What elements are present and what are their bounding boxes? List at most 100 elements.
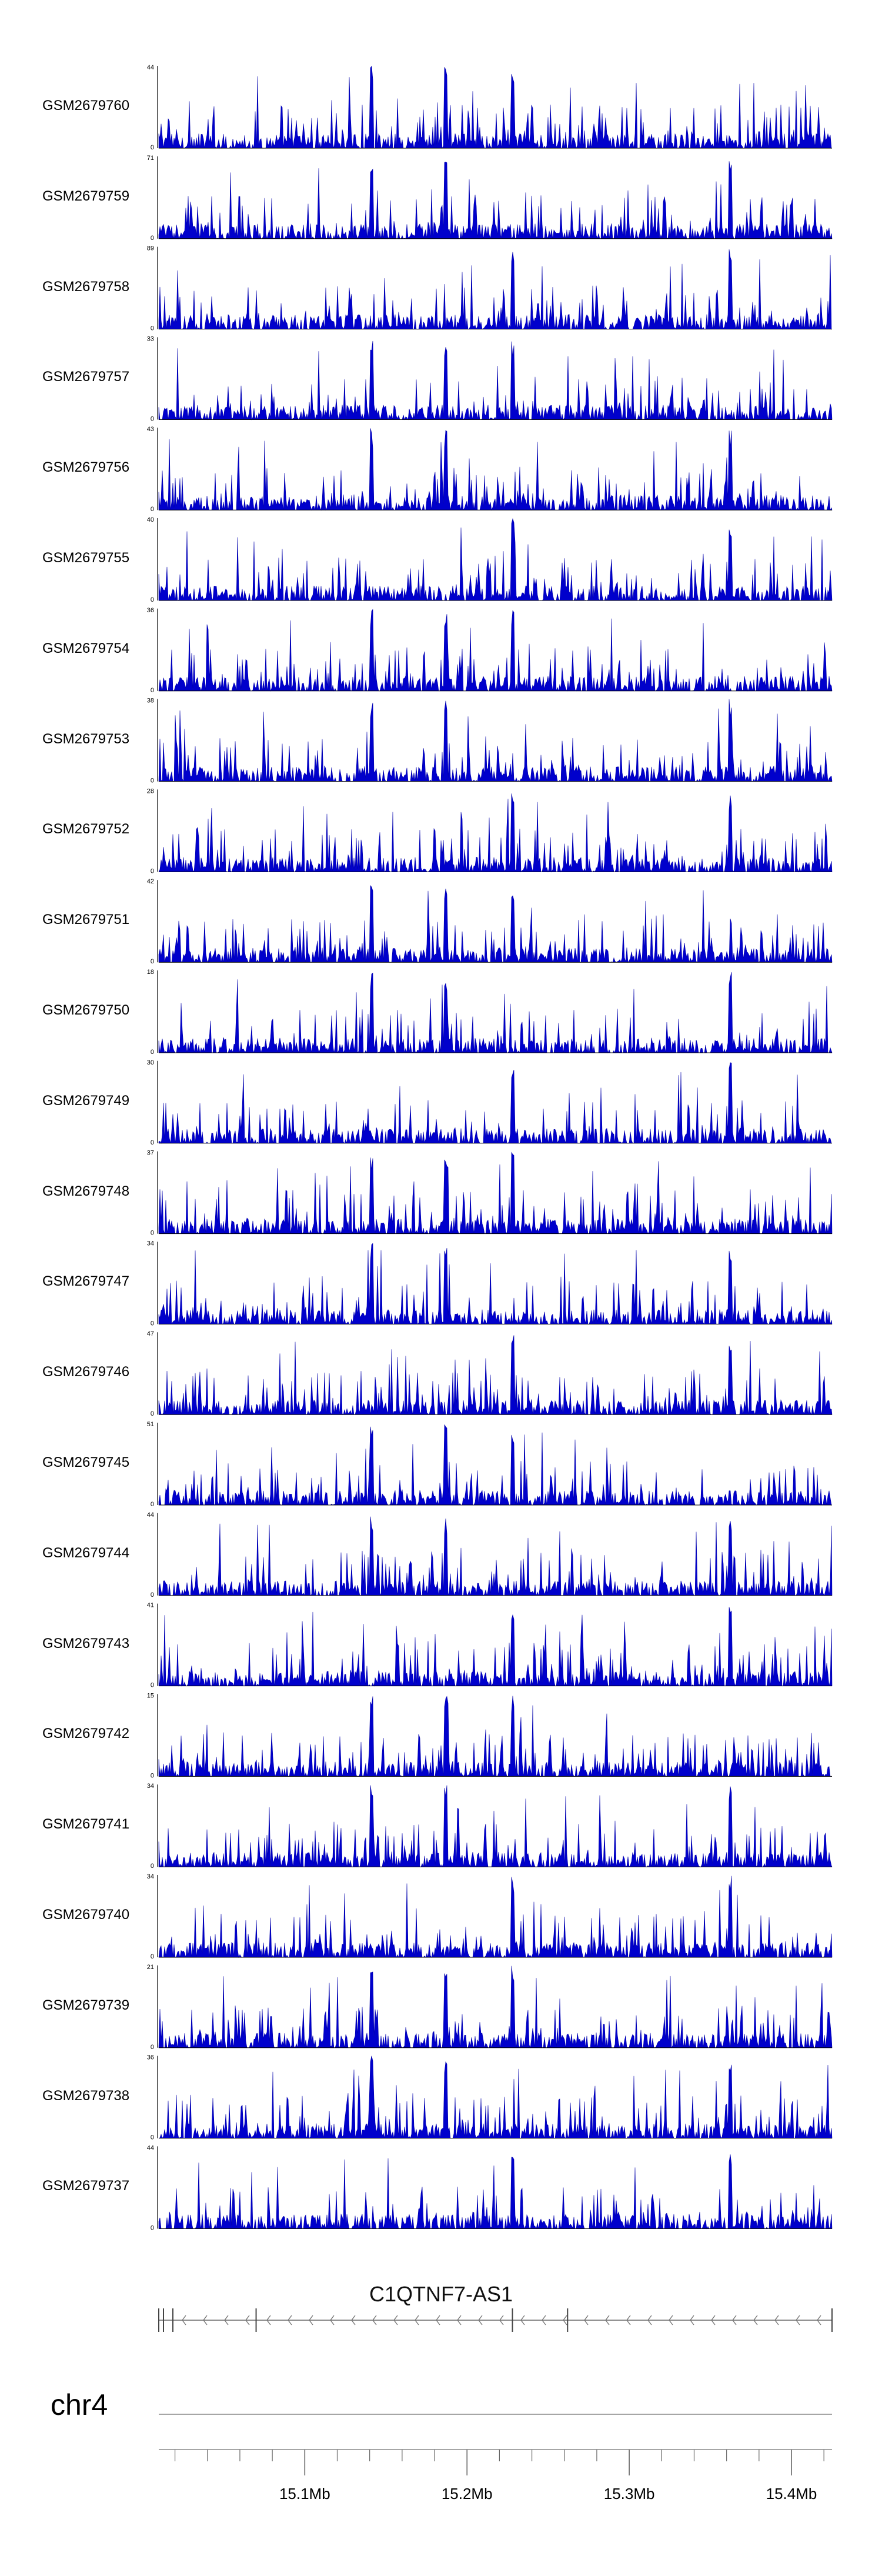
y-max-label: 43 <box>147 426 154 433</box>
y-max-label: 71 <box>147 155 154 162</box>
y-max-label: 44 <box>147 64 154 71</box>
y-min-label: 0 <box>151 1139 154 1146</box>
track-GSM2679756: 43 0 <box>147 426 833 513</box>
track-label-GSM2679749: GSM2679749 <box>42 1092 130 1109</box>
x-tick-label: 15.4Mb <box>766 2485 817 2502</box>
track-GSM2679758: 89 0 <box>147 245 832 332</box>
y-min-label: 0 <box>151 144 154 151</box>
coverage-area <box>158 65 832 149</box>
y-max-label: 18 <box>147 969 154 976</box>
x-tick-label: 15.1Mb <box>279 2485 330 2502</box>
track-label-GSM2679751: GSM2679751 <box>42 912 130 928</box>
track-GSM2679742: 15 0 <box>147 1692 832 1779</box>
strand-arrow <box>732 2315 737 2325</box>
gene-name-label: C1QTNF7-AS1 <box>369 2282 513 2306</box>
track-GSM2679737: 44 0 <box>147 2144 833 2231</box>
y-min-label: 0 <box>151 1953 154 1960</box>
y-max-label: 36 <box>147 607 154 614</box>
strand-arrow <box>584 2315 589 2325</box>
coverage-area <box>158 1696 832 1777</box>
strand-arrow <box>669 2315 673 2325</box>
coverage-area <box>158 1424 832 1506</box>
y-min-label: 0 <box>151 2224 154 2231</box>
coverage-area <box>158 1785 833 1868</box>
coverage-area <box>158 341 833 421</box>
track-label-GSM2679742: GSM2679742 <box>42 1726 130 1742</box>
genomic-axis <box>159 2414 832 2475</box>
y-max-label: 30 <box>147 1059 154 1066</box>
coverage-area <box>158 1966 833 2048</box>
coverage-area <box>158 249 832 330</box>
y-min-label: 0 <box>151 1320 154 1327</box>
strand-arrow <box>245 2315 250 2325</box>
track-label-GSM2679741: GSM2679741 <box>42 1816 130 1833</box>
y-min-label: 0 <box>151 235 154 242</box>
strand-arrow <box>415 2315 419 2325</box>
strand-arrow <box>457 2315 462 2325</box>
strand-arrow <box>626 2315 631 2325</box>
strand-arrow <box>478 2315 483 2325</box>
y-max-label: 34 <box>147 1240 154 1247</box>
track-GSM2679747: 34 0 <box>147 1240 833 1327</box>
strand-arrow <box>182 2315 186 2325</box>
y-max-label: 33 <box>147 335 154 342</box>
coverage-area <box>158 609 833 692</box>
strand-arrow <box>563 2315 567 2325</box>
strand-arrow <box>393 2315 398 2325</box>
y-min-label: 0 <box>151 415 154 422</box>
track-label-GSM2679739: GSM2679739 <box>42 1997 130 2013</box>
track-label-GSM2679754: GSM2679754 <box>42 640 130 656</box>
strand-arrow <box>436 2315 440 2325</box>
track-GSM2679745: 51 0 <box>147 1421 832 1508</box>
track-GSM2679750: 18 0 <box>147 969 833 1056</box>
track-label-GSM2679745: GSM2679745 <box>42 1454 130 1470</box>
y-max-label: 37 <box>147 1150 154 1157</box>
track-label-GSM2679757: GSM2679757 <box>42 369 130 385</box>
track-GSM2679759: 71 0 <box>147 155 833 242</box>
track-GSM2679757: 33 0 <box>147 335 833 422</box>
y-min-label: 0 <box>151 1772 154 1779</box>
coverage-area <box>158 1516 833 1596</box>
y-max-label: 36 <box>147 2054 154 2061</box>
strand-arrow <box>330 2315 335 2325</box>
strand-arrow <box>711 2315 716 2325</box>
strand-arrow <box>499 2315 504 2325</box>
coverage-area <box>158 793 833 873</box>
coverage-area <box>158 1152 833 1234</box>
y-min-label: 0 <box>151 1501 154 1508</box>
track-GSM2679760: 44 0 <box>147 64 832 151</box>
coverage-area <box>158 1607 833 1687</box>
track-label-GSM2679756: GSM2679756 <box>42 459 130 476</box>
y-max-label: 51 <box>147 1421 154 1428</box>
track-label-GSM2679752: GSM2679752 <box>42 821 130 837</box>
coverage-area <box>158 518 833 602</box>
track-GSM2679740: 34 0 <box>147 1873 833 1960</box>
y-min-label: 0 <box>151 1230 154 1237</box>
strand-arrow <box>309 2315 313 2325</box>
y-min-label: 0 <box>151 1049 154 1056</box>
track-label-GSM2679747: GSM2679747 <box>42 1273 130 1290</box>
y-min-label: 0 <box>151 867 154 875</box>
y-max-label: 28 <box>147 788 154 795</box>
y-min-label: 0 <box>151 687 154 694</box>
y-min-label: 0 <box>151 1863 154 1870</box>
strand-arrow <box>520 2315 525 2325</box>
coverage-area <box>158 1876 833 1958</box>
coverage-area <box>158 2154 833 2230</box>
y-max-label: 40 <box>147 516 154 523</box>
strand-arrow <box>224 2315 229 2325</box>
track-label-GSM2679737: GSM2679737 <box>42 2178 130 2194</box>
y-max-label: 89 <box>147 245 154 252</box>
track-GSM2679753: 38 0 <box>147 698 833 785</box>
coverage-area <box>158 972 833 1054</box>
y-min-label: 0 <box>151 2134 154 2141</box>
y-max-label: 44 <box>147 2144 154 2151</box>
track-label-GSM2679753: GSM2679753 <box>42 730 130 747</box>
track-GSM2679752: 28 0 <box>147 788 833 875</box>
track-GSM2679755: 40 0 <box>147 516 833 603</box>
track-label-GSM2679738: GSM2679738 <box>42 2087 130 2104</box>
strand-arrow <box>796 2315 800 2325</box>
coverage-area <box>158 1062 832 1144</box>
track-label-GSM2679760: GSM2679760 <box>42 98 130 114</box>
